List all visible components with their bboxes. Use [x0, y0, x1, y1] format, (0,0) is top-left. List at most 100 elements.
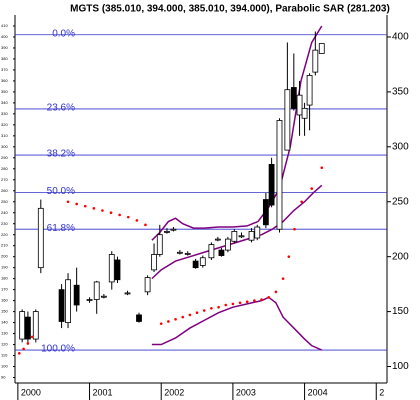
candle-body: [93, 281, 100, 300]
candle-body: [224, 238, 231, 251]
candle-body: [156, 234, 163, 255]
sar-dot: [118, 213, 121, 217]
level-label: 23.6%: [47, 103, 75, 114]
candle-body: [151, 254, 157, 271]
level-label: 0.0%: [52, 28, 75, 39]
y2-tick-label: 180: [1, 276, 8, 281]
sar-dot: [210, 307, 213, 310]
candle-body: [306, 75, 313, 106]
candle-body: [136, 314, 142, 322]
candle-body: [114, 259, 121, 281]
sar-dot: [144, 223, 147, 227]
y2-tick-label: 110: [1, 353, 8, 358]
candle-body: [124, 292, 131, 295]
sar-dot: [224, 303, 228, 307]
y-tick-label: 300: [392, 141, 409, 152]
candle-body: [144, 277, 151, 293]
candle-body: [58, 289, 65, 322]
level-label: 61.8%: [47, 223, 75, 234]
y-tick-label: 100: [392, 361, 409, 372]
y2-tick-label: 290: [1, 155, 8, 160]
sar-dot: [101, 209, 104, 212]
band-line: [151, 184, 323, 280]
x-tick-label: 2004: [308, 387, 328, 397]
y2-tick-label: 310: [1, 133, 8, 138]
candle-body: [318, 43, 325, 54]
y-tick-label: 200: [392, 251, 409, 262]
candle-body: [231, 231, 238, 242]
y2-tick-label: 370: [1, 67, 8, 72]
level-label: 38.2%: [47, 149, 75, 160]
x-tick-label: 2002: [164, 387, 184, 397]
candle-body: [192, 260, 199, 269]
candle-body: [248, 231, 255, 241]
y2-tick-label: 270: [1, 177, 8, 182]
candle-body: [184, 252, 191, 255]
y2-tick-label: 210: [1, 243, 8, 248]
sar-dot: [260, 298, 263, 301]
y2-tick-label: 240: [1, 210, 8, 215]
y2-tick-label: 100: [1, 364, 8, 369]
sar-dot: [66, 200, 70, 204]
sar-dot: [217, 305, 220, 309]
sar-dot: [293, 227, 296, 231]
sar-dot: [245, 300, 249, 304]
sar-dot: [320, 166, 324, 169]
chart-title: MGTS (385.010, 394.000, 385.010, 394.000…: [70, 4, 390, 15]
candle-body: [290, 87, 297, 109]
band-line: [151, 296, 323, 351]
y2-tick-label: 250: [1, 199, 8, 204]
y2-tick-label: 360: [1, 78, 8, 83]
y2-tick-label: 140: [1, 320, 8, 325]
candle-body: [100, 295, 107, 298]
candle-body: [301, 107, 308, 119]
sar-dot: [75, 202, 78, 206]
y2-tick-label: 130: [1, 331, 8, 336]
sar-dot: [267, 296, 271, 299]
x-tick-label: 2001: [93, 387, 113, 397]
candle-body: [262, 199, 269, 226]
candle-body: [86, 299, 93, 301]
y2-tick-label: 330: [1, 111, 8, 116]
candle-body: [284, 89, 291, 151]
candle-body: [32, 311, 39, 340]
sar-dot: [238, 301, 242, 305]
y2-tick-label: 260: [1, 188, 8, 193]
y2-tick-label: 120: [1, 342, 8, 347]
sar-dot: [167, 320, 170, 323]
y-tick-label: 250: [392, 196, 409, 207]
candle-body: [65, 279, 71, 323]
y2-tick-label: 230: [1, 221, 8, 226]
sar-dot: [181, 315, 185, 319]
sar-dot: [274, 290, 278, 294]
sar-dot: [18, 352, 21, 355]
candle-body: [312, 49, 319, 73]
sar-dot: [287, 255, 291, 258]
x-tick-label: 2: [379, 387, 384, 397]
candle-body: [170, 228, 177, 231]
y2-tick-label: 380: [1, 56, 8, 61]
candle-body: [25, 316, 31, 340]
y2-tick-label: 410: [1, 23, 8, 28]
y2-tick-label: 200: [1, 254, 8, 259]
sar-dot: [26, 342, 30, 345]
sar-dot: [22, 347, 25, 351]
candle-body: [73, 284, 80, 306]
candle-body: [19, 311, 26, 340]
candle-body: [37, 207, 44, 269]
candle-body: [108, 254, 115, 283]
candle-body: [238, 235, 245, 238]
candle-body: [218, 249, 225, 256]
band-line: [151, 25, 323, 241]
candle-body: [176, 251, 183, 254]
sar-dot: [92, 207, 96, 210]
sar-dot: [253, 299, 256, 302]
sar-dot: [159, 322, 163, 325]
sar-dot: [281, 277, 285, 280]
level-label: 50.0%: [47, 186, 75, 197]
y2-tick-label: 390: [1, 45, 8, 50]
x-tick-label: 2003: [236, 387, 256, 397]
sar-dot: [135, 219, 139, 222]
